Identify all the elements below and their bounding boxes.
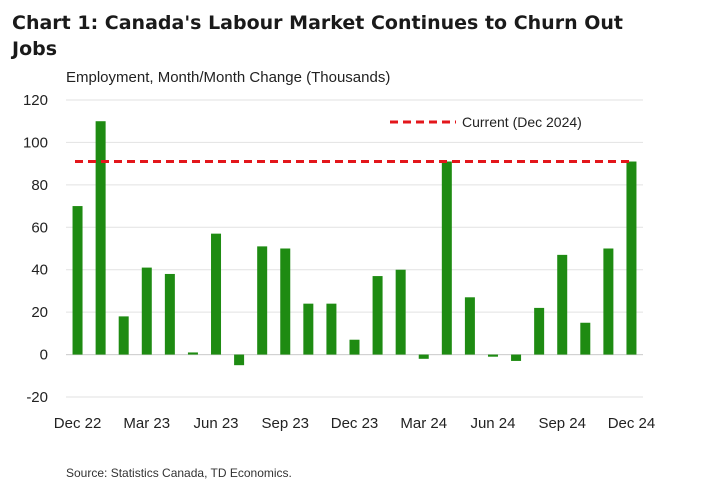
y-tick-label: 20 xyxy=(31,304,48,321)
bar-may-23 xyxy=(187,352,198,355)
bar-mar-23 xyxy=(141,267,152,355)
y-tick-label: -20 xyxy=(26,389,48,406)
y-tick-label: 100 xyxy=(23,134,48,151)
x-axis: Dec 22 Mar 23 Jun 23 Sep 23 Dec 23 Mar 24 Jun … xyxy=(54,415,655,432)
y-tick-label: 80 xyxy=(31,177,48,194)
bar-jul-24 xyxy=(511,354,522,361)
bar-apr-24 xyxy=(441,161,452,355)
bar-oct-23 xyxy=(303,303,314,355)
y-tick-label: 120 xyxy=(23,92,48,109)
bar-jun-24 xyxy=(487,354,498,357)
x-tick-label: Mar 23 xyxy=(123,415,170,432)
bar-chart: -20 0 20 40 60 80 100 120 Dec 22 Mar 23 Jun 23 Sep… xyxy=(23,92,655,432)
chart-subtitle: Employment, Month/Month Change (Thousand… xyxy=(66,69,391,86)
x-tick-label: Sep 24 xyxy=(538,415,586,432)
x-tick-label: Jun 24 xyxy=(470,415,515,432)
bar-nov-24 xyxy=(603,248,614,355)
source-note: Source: Statistics Canada, TD Economics. xyxy=(66,466,292,480)
bar-mar-24 xyxy=(418,354,429,359)
y-tick-label: 0 xyxy=(40,347,48,364)
bar-may-24 xyxy=(464,297,475,355)
bar-oct-24 xyxy=(580,322,591,355)
bar-sep-24 xyxy=(557,254,568,355)
bar-apr-23 xyxy=(164,273,175,355)
bar-feb-23 xyxy=(118,316,129,355)
legend-label: Current (Dec 2024) xyxy=(462,114,582,130)
bar-jul-23 xyxy=(234,354,245,366)
bar-aug-24 xyxy=(534,307,545,355)
bar-nov-23 xyxy=(326,303,337,355)
bar-sep-23 xyxy=(280,248,291,355)
bars xyxy=(72,121,637,366)
legend: Current (Dec 2024) xyxy=(390,114,582,130)
y-tick-label: 60 xyxy=(31,219,48,236)
x-tick-label: Mar 24 xyxy=(400,415,447,432)
x-tick-label: Jun 23 xyxy=(193,415,238,432)
bar-aug-23 xyxy=(257,246,268,355)
bar-jan-24 xyxy=(372,276,383,355)
bar-jan-23 xyxy=(95,121,106,355)
y-tick-label: 40 xyxy=(31,262,48,279)
y-axis: -20 0 20 40 60 80 100 120 xyxy=(23,92,48,406)
bar-feb-24 xyxy=(395,269,406,355)
chart-title: Chart 1: Canada's Labour Market Continue… xyxy=(12,12,623,60)
x-tick-label: Dec 24 xyxy=(608,415,656,432)
x-tick-label: Dec 23 xyxy=(331,415,379,432)
bar-jun-23 xyxy=(211,233,222,355)
x-tick-label: Sep 23 xyxy=(261,415,309,432)
bar-dec-23 xyxy=(349,339,360,355)
bar-dec-24 xyxy=(626,161,637,355)
bar-dec-22 xyxy=(72,206,83,355)
x-tick-label: Dec 22 xyxy=(54,415,102,432)
